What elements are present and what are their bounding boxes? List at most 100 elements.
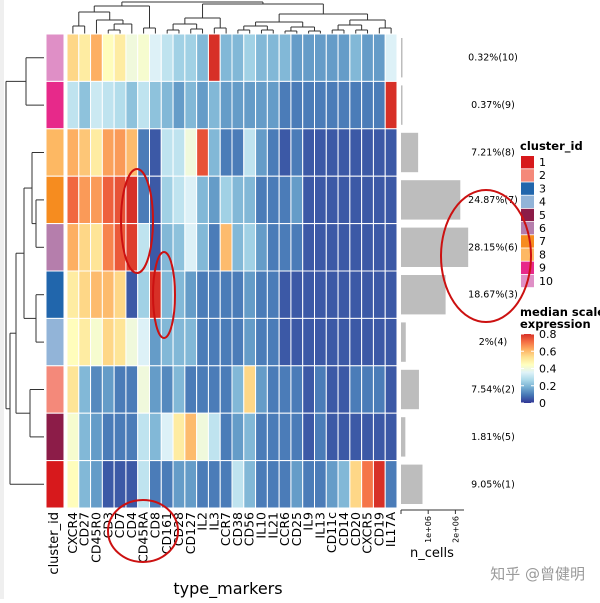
- heatmap-cell: [325, 128, 339, 177]
- heatmap-cell: [337, 365, 351, 414]
- heatmap-cell: [372, 128, 386, 177]
- cluster-percent-label: 7.21%(8): [471, 148, 515, 159]
- highlight-ellipse: [107, 499, 179, 563]
- heatmap-cell: [125, 270, 139, 319]
- marker-label: IL17A: [383, 512, 398, 548]
- marker-label: CD45R0: [88, 512, 103, 563]
- heatmap-cell: [196, 365, 209, 414]
- heatmap-cell: [231, 270, 245, 319]
- heatmap-cell: [231, 175, 245, 225]
- heatmap-cell: [384, 412, 398, 462]
- heatmap-cell: [361, 317, 374, 367]
- heatmap-cell: [219, 365, 233, 414]
- heatmap-cell: [384, 365, 398, 414]
- n-cells-axis-title: n_cells: [410, 546, 454, 561]
- heatmap-cell: [125, 317, 139, 367]
- heatmap-cell: [384, 317, 398, 367]
- left-edge-strip: [0, 0, 4, 599]
- heatmap-cell: [207, 365, 221, 414]
- heatmap-cell: [90, 317, 103, 367]
- heatmap-cell: [137, 223, 150, 272]
- heatmap-cell: [231, 128, 245, 177]
- heatmap-cell: [66, 175, 80, 225]
- heatmap-cell: [278, 317, 292, 367]
- marker-label: CCR6: [277, 512, 292, 546]
- heatmap-cell: [349, 317, 363, 367]
- cluster-percent-label: 2%(4): [479, 337, 508, 348]
- heatmap-cell: [196, 460, 209, 509]
- heatmap-cell: [302, 128, 316, 177]
- legend-swatch: [521, 182, 534, 195]
- heatmap-cell: [325, 460, 339, 509]
- heatmap-cell: [160, 33, 174, 82]
- heatmap-cell: [372, 223, 386, 272]
- heatmap-cell: [90, 33, 103, 82]
- heatmap-cell: [337, 33, 351, 82]
- heatmap-cell: [231, 317, 245, 367]
- marker-label: CD127: [183, 512, 198, 554]
- heatmap-cell: [372, 412, 386, 462]
- heatmap-cell: [196, 412, 209, 462]
- heatmap-cell: [349, 223, 363, 272]
- heatmap-cell: [349, 460, 363, 509]
- cluster-annotation-column: cluster_id: [45, 33, 65, 575]
- heatmap-cell: [302, 223, 316, 272]
- heatmap-cell: [372, 317, 386, 367]
- heatmap-cell: [207, 80, 221, 130]
- heatmap-cell: [325, 33, 339, 82]
- legend-label: 9: [539, 262, 546, 275]
- legend-swatch: [521, 169, 534, 182]
- cluster-annotation-cell: [45, 270, 65, 319]
- heatmap-cell: [113, 270, 127, 319]
- cluster-annotation-cell: [45, 223, 65, 272]
- heatmap-cell: [290, 33, 304, 82]
- cluster-annotation-cell: [45, 460, 65, 509]
- heatmap-cell: [101, 460, 115, 509]
- heatmap-cell: [219, 317, 233, 367]
- heatmap-cell: [196, 128, 209, 177]
- heatmap-cell: [196, 223, 209, 272]
- heatmap-cell: [172, 175, 186, 225]
- colorbar-tick-label: 0.6: [539, 345, 557, 358]
- heatmap-cell: [325, 223, 339, 272]
- n-cells-bar: [401, 322, 406, 362]
- legend-swatch: [521, 195, 534, 208]
- heatmap-cell: [243, 365, 257, 414]
- heatmap-cell: [337, 460, 351, 509]
- heatmap-cell: [255, 412, 268, 462]
- heatmap-cell: [243, 33, 257, 82]
- heatmap-cell: [349, 128, 363, 177]
- heatmap-cell: [290, 128, 304, 177]
- heatmap-cell: [290, 460, 304, 509]
- heatmap-cell: [160, 460, 174, 509]
- heatmap-cell: [184, 317, 198, 367]
- heatmap-cell: [384, 33, 398, 82]
- heatmap-cell: [149, 412, 162, 462]
- heatmap-cell: [113, 33, 127, 82]
- heatmap-cell: [219, 460, 233, 509]
- heatmap-cell: [231, 365, 245, 414]
- heatmap-cell: [172, 365, 186, 414]
- heatmap-cell: [337, 270, 351, 319]
- heatmap-cell: [113, 365, 127, 414]
- legend-swatch: [521, 248, 534, 261]
- marker-label: CCR7: [218, 512, 233, 546]
- marker-label: CD56: [242, 512, 257, 546]
- heatmap-cell: [290, 317, 304, 367]
- heatmap-cell: [101, 223, 115, 272]
- heatmap-cell: [90, 128, 103, 177]
- heatmap-cell: [290, 365, 304, 414]
- heatmap-cell: [125, 412, 139, 462]
- heatmap-cell: [278, 33, 292, 82]
- legend-title: cluster_id: [520, 139, 583, 154]
- cluster-percent-label: 7.54%(2): [471, 385, 515, 396]
- heatmap-cell: [113, 128, 127, 177]
- heatmap-cell: [207, 33, 221, 82]
- heatmap-cell: [255, 128, 268, 177]
- heatmap-cell: [325, 412, 339, 462]
- legend-label: 6: [539, 222, 546, 235]
- heatmap-cell: [149, 270, 162, 319]
- legend-label: 8: [539, 248, 546, 261]
- n-cells-bar: [401, 227, 469, 267]
- n-cells-bar: [401, 464, 423, 504]
